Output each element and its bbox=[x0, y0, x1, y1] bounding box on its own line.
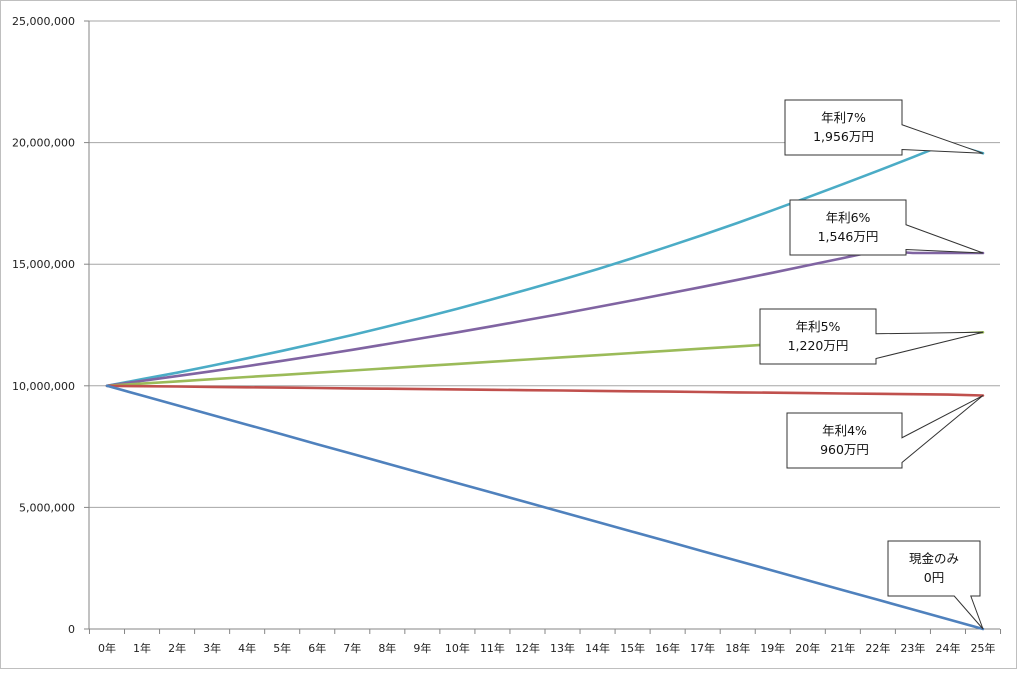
gridlines bbox=[89, 20, 1000, 508]
x-tick-label: 19年 bbox=[760, 641, 785, 655]
callout-label-rate5: 年利5% bbox=[796, 319, 841, 334]
callout-value-rate5: 1,220万円 bbox=[788, 338, 849, 353]
axes: 0 5,000,000 10,000,000 15,000,000 20,000,000… bbox=[12, 15, 1002, 655]
x-tick-label: 23年 bbox=[900, 641, 925, 655]
callout-value-rate7: 1,956万円 bbox=[813, 129, 874, 144]
y-tick-label: 15,000,000 bbox=[12, 258, 75, 271]
x-tick-label: 11年 bbox=[480, 641, 505, 655]
x-tick-label: 9年 bbox=[413, 641, 431, 655]
callout-box-rate7 bbox=[784, 99, 984, 156]
y-tick-label: 10,000,000 bbox=[12, 380, 75, 393]
y-tick-label: 25,000,000 bbox=[12, 15, 75, 28]
x-tick-label: 1年 bbox=[133, 641, 151, 655]
series-line-rate6 bbox=[105, 249, 985, 388]
x-tick-label: 21年 bbox=[830, 641, 855, 655]
x-tick-label: 2年 bbox=[168, 641, 186, 655]
x-tick-label: 0年 bbox=[98, 641, 116, 655]
y-tick-label: 0 bbox=[68, 623, 75, 636]
series-line-rate4 bbox=[105, 384, 985, 397]
x-tick-label: 3年 bbox=[203, 641, 221, 655]
x-tick-label: 12年 bbox=[515, 641, 540, 655]
x-tick-label: 20年 bbox=[795, 641, 820, 655]
x-tick-label: 4年 bbox=[238, 641, 256, 655]
x-tick-label: 13年 bbox=[550, 641, 575, 655]
x-tick-label: 8年 bbox=[378, 641, 396, 655]
callout-box-rate4 bbox=[786, 395, 984, 469]
x-tick-label: 17年 bbox=[690, 641, 715, 655]
callout-label-cash: 現金のみ bbox=[909, 551, 959, 566]
x-tick-label: 25年 bbox=[971, 641, 996, 655]
callout-label-rate4: 年利4% bbox=[822, 423, 867, 438]
x-tick-label: 22年 bbox=[865, 641, 890, 655]
x-tick-label: 5年 bbox=[273, 641, 291, 655]
callout-value-rate4: 960万円 bbox=[820, 442, 869, 457]
callout-value-cash: 0円 bbox=[924, 570, 944, 585]
x-tick-label: 14年 bbox=[585, 641, 610, 655]
x-tick-label: 16年 bbox=[655, 641, 680, 655]
callout-label-rate6: 年利6% bbox=[826, 210, 871, 225]
series-line-rate7 bbox=[105, 141, 985, 388]
x-tick-label: 7年 bbox=[343, 641, 361, 655]
callout-box-rate6 bbox=[789, 199, 984, 256]
x-tick-label: 10年 bbox=[445, 641, 470, 655]
y-tick-label: 20,000,000 bbox=[12, 137, 75, 150]
x-tick-label: 15年 bbox=[620, 641, 645, 655]
x-tick-label: 18年 bbox=[725, 641, 750, 655]
callout-box-rate5 bbox=[759, 308, 984, 365]
callout-box-cash bbox=[887, 540, 984, 630]
x-tick-label: 6年 bbox=[308, 641, 326, 655]
y-tick-label: 5,000,000 bbox=[19, 501, 75, 514]
series-line-cash bbox=[105, 384, 985, 631]
callout-label-rate7: 年利7% bbox=[821, 110, 866, 125]
callout-value-rate6: 1,546万円 bbox=[818, 229, 879, 244]
x-tick-label: 24年 bbox=[935, 641, 960, 655]
